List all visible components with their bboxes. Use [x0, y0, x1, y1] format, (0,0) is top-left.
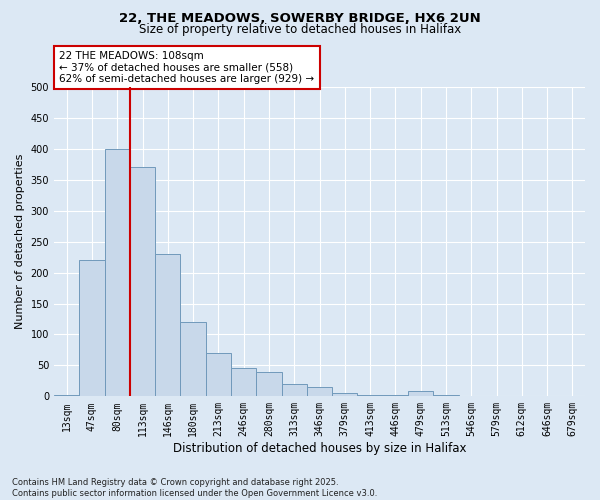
- Bar: [307, 387, 332, 396]
- Bar: [104, 149, 130, 396]
- Text: Contains HM Land Registry data © Crown copyright and database right 2025.
Contai: Contains HM Land Registry data © Crown c…: [12, 478, 377, 498]
- Bar: [206, 353, 231, 397]
- Bar: [181, 322, 206, 396]
- Bar: [433, 395, 458, 396]
- Bar: [130, 168, 155, 396]
- Bar: [231, 368, 256, 396]
- X-axis label: Distribution of detached houses by size in Halifax: Distribution of detached houses by size …: [173, 442, 466, 455]
- Text: Size of property relative to detached houses in Halifax: Size of property relative to detached ho…: [139, 22, 461, 36]
- Bar: [358, 395, 383, 396]
- Bar: [79, 260, 104, 396]
- Y-axis label: Number of detached properties: Number of detached properties: [15, 154, 25, 330]
- Bar: [256, 372, 281, 396]
- Text: 22 THE MEADOWS: 108sqm
← 37% of detached houses are smaller (558)
62% of semi-de: 22 THE MEADOWS: 108sqm ← 37% of detached…: [59, 51, 314, 84]
- Bar: [281, 384, 307, 396]
- Text: 22, THE MEADOWS, SOWERBY BRIDGE, HX6 2UN: 22, THE MEADOWS, SOWERBY BRIDGE, HX6 2UN: [119, 12, 481, 26]
- Bar: [155, 254, 181, 396]
- Bar: [383, 395, 408, 396]
- Bar: [332, 393, 358, 396]
- Bar: [54, 395, 79, 396]
- Bar: [408, 392, 433, 396]
